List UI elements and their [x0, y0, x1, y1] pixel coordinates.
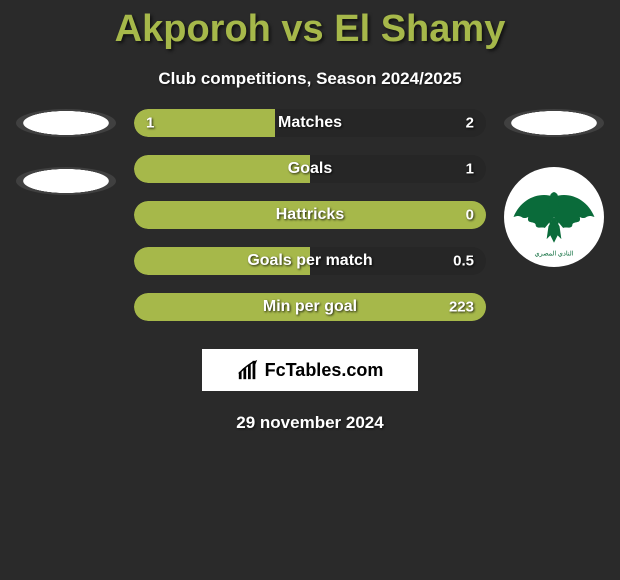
- comparison-area: 1Matches2 Goals1 Hattricks0 Goals per match…: [0, 109, 620, 321]
- stat-fill-left: [134, 201, 486, 229]
- stat-fill-left: [134, 247, 310, 275]
- attribution-text: FcTables.com: [265, 360, 384, 381]
- stat-value-right: 0.5: [453, 253, 474, 270]
- stat-fill-right: [275, 109, 486, 137]
- right-club-badge: النادي المصري: [504, 167, 604, 267]
- snapshot-date: 29 november 2024: [0, 413, 620, 433]
- stat-row: Goals1: [134, 155, 486, 183]
- left-player-placeholder: [16, 109, 116, 137]
- stat-row: Goals per match0.5: [134, 247, 486, 275]
- eagle-crest-icon: النادي المصري: [508, 171, 600, 263]
- left-club-placeholder: [16, 167, 116, 195]
- stat-value-right: 223: [449, 299, 474, 316]
- stat-bars: 1Matches2 Goals1 Hattricks0 Goals per match…: [134, 109, 486, 321]
- stat-value-right: 1: [466, 161, 474, 178]
- stat-row: Hattricks0: [134, 201, 486, 229]
- right-player-column: النادي المصري: [504, 109, 604, 267]
- stat-fill-left: [134, 293, 486, 321]
- stat-value-left: 1: [146, 115, 154, 132]
- stat-fill-left: [134, 155, 310, 183]
- stat-row: 1Matches2: [134, 109, 486, 137]
- stat-value-right: 2: [466, 115, 474, 132]
- stat-fill-left: [134, 109, 275, 137]
- stat-row: Min per goal223: [134, 293, 486, 321]
- bar-chart-icon: [237, 359, 259, 381]
- left-player-column: [16, 109, 116, 195]
- page-subtitle: Club competitions, Season 2024/2025: [0, 69, 620, 89]
- stat-value-right: 0: [466, 207, 474, 224]
- page-title: Akporoh vs El Shamy: [0, 0, 620, 51]
- right-player-placeholder: [504, 109, 604, 137]
- attribution-box[interactable]: FcTables.com: [202, 349, 418, 391]
- club-badge-caption: النادي المصري: [535, 251, 574, 258]
